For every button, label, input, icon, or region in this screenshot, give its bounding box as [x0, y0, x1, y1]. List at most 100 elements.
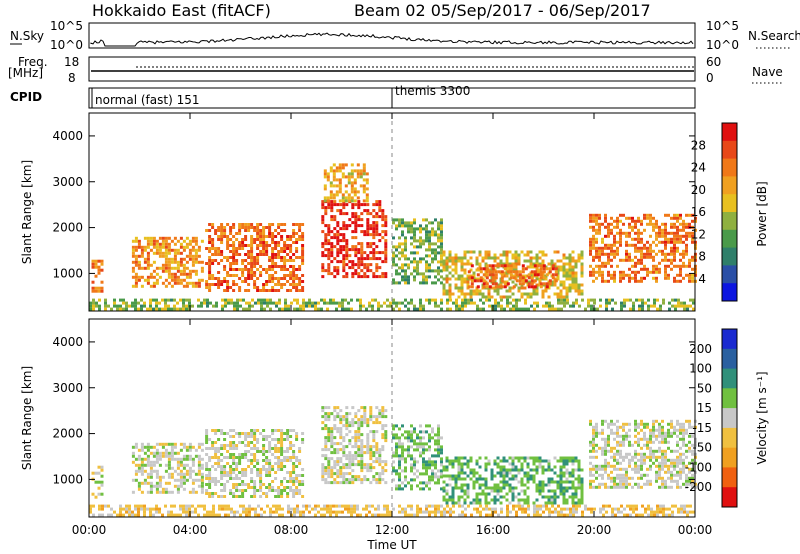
heatmap-cell [374, 298, 377, 302]
heatmap-cell [324, 248, 328, 252]
heatmap-cell [658, 464, 661, 468]
heatmap-cell [664, 240, 667, 244]
heatmap-cell [535, 268, 539, 272]
heatmap-cell [295, 438, 299, 441]
heatmap-cell [155, 451, 159, 455]
heatmap-cell [134, 301, 137, 305]
heatmap-cell [565, 271, 569, 275]
heatmap-cell [508, 483, 512, 487]
heatmap-cell [460, 292, 464, 296]
heatmap-cell [514, 465, 518, 469]
heatmap-cell [611, 307, 614, 311]
heatmap-cell [342, 481, 346, 485]
heatmap-cell [475, 459, 479, 463]
heatmap-cell [619, 467, 622, 471]
heatmap-cell [152, 284, 156, 288]
heatmap-cell [137, 263, 141, 267]
heatmap-cell [262, 283, 266, 286]
heatmap-cell [689, 298, 692, 302]
heatmap-cell [200, 484, 204, 488]
heatmap-cell [194, 260, 198, 264]
heatmap-cell [200, 504, 203, 508]
heatmap-cell [295, 223, 299, 226]
heatmap-cell [259, 483, 263, 486]
heatmap-cell [280, 465, 284, 468]
heatmap-cell [401, 445, 404, 449]
heatmap-cell [208, 250, 212, 253]
heatmap-cell [375, 263, 379, 267]
heatmap-cell [371, 304, 374, 308]
heatmap-cell [431, 251, 434, 255]
heatmap-cell [239, 513, 242, 517]
heatmap-cell [362, 169, 366, 173]
heatmap-cell [244, 435, 248, 438]
heatmap-cell [176, 513, 179, 517]
heatmap-cell [568, 495, 572, 499]
heatmap-cell [167, 463, 171, 467]
heatmap-cell [146, 445, 150, 449]
heatmap-cell [395, 269, 398, 273]
heatmap-cell [607, 443, 610, 447]
heatmap-cell [158, 307, 161, 311]
heatmap-cell [493, 474, 497, 478]
heatmap-cell [425, 442, 428, 446]
heatmap-cell [268, 268, 272, 271]
heatmap-cell [91, 280, 95, 284]
heatmap-cell [253, 274, 257, 277]
heatmap-cell [538, 483, 542, 487]
heatmap-cell [298, 226, 302, 229]
heatmap-cell [241, 238, 245, 241]
heatmap-cell [339, 233, 343, 237]
heatmap-cell [544, 495, 548, 499]
heatmap-cell [565, 277, 569, 281]
heatmap-cell [577, 474, 581, 478]
heatmap-cell [401, 457, 404, 461]
heatmap-cell [134, 272, 138, 276]
heatmap-cell [658, 434, 661, 438]
heatmap-cell [601, 482, 604, 486]
heatmap-cell [568, 265, 572, 269]
heatmap-cell [670, 470, 673, 474]
heatmap-cell [329, 298, 332, 302]
heatmap-cell [559, 280, 563, 284]
heatmap-cell [301, 274, 305, 277]
heatmap-cell [544, 459, 548, 463]
heatmap-cell [575, 301, 578, 305]
heatmap-cell [658, 440, 661, 444]
heatmap-cell [664, 243, 667, 247]
heatmap-cell [381, 272, 385, 276]
heatmap-cell [283, 432, 287, 435]
heatmap-cell [323, 199, 327, 203]
heatmap-cell [670, 231, 673, 235]
heatmap-cell [244, 289, 248, 292]
heatmap-cell [173, 298, 176, 302]
heatmap-cell [556, 483, 560, 487]
heatmap-cell [610, 422, 613, 426]
heatmap-cell [574, 271, 578, 275]
heatmap-cell [422, 242, 425, 246]
heatmap-cell [250, 468, 254, 471]
freq-label: Freq. [18, 55, 48, 69]
heatmap-cell [566, 301, 569, 305]
heatmap-cell [616, 216, 619, 220]
heatmap-cell [536, 301, 539, 305]
heatmap-cell [232, 477, 236, 480]
heatmap-cell [283, 489, 287, 492]
heatmap-cell [229, 465, 233, 468]
heatmap-cell [256, 429, 260, 432]
heatmap-cell [565, 295, 569, 299]
heatmap-cell [134, 442, 138, 446]
heatmap-cell [442, 292, 446, 296]
heatmap-cell [274, 256, 278, 259]
heatmap-cell [330, 412, 334, 416]
heatmap-cell [625, 455, 628, 459]
heatmap-cell [559, 265, 563, 269]
heatmap-cell [601, 473, 604, 477]
heatmap-cell [532, 474, 536, 478]
heatmap-cell [484, 477, 488, 481]
heatmap-cell [502, 295, 506, 299]
heatmap-cell [152, 260, 156, 264]
heatmap-cell [365, 193, 369, 197]
heatmap-cell [691, 461, 694, 465]
heatmap-cell [682, 228, 685, 232]
